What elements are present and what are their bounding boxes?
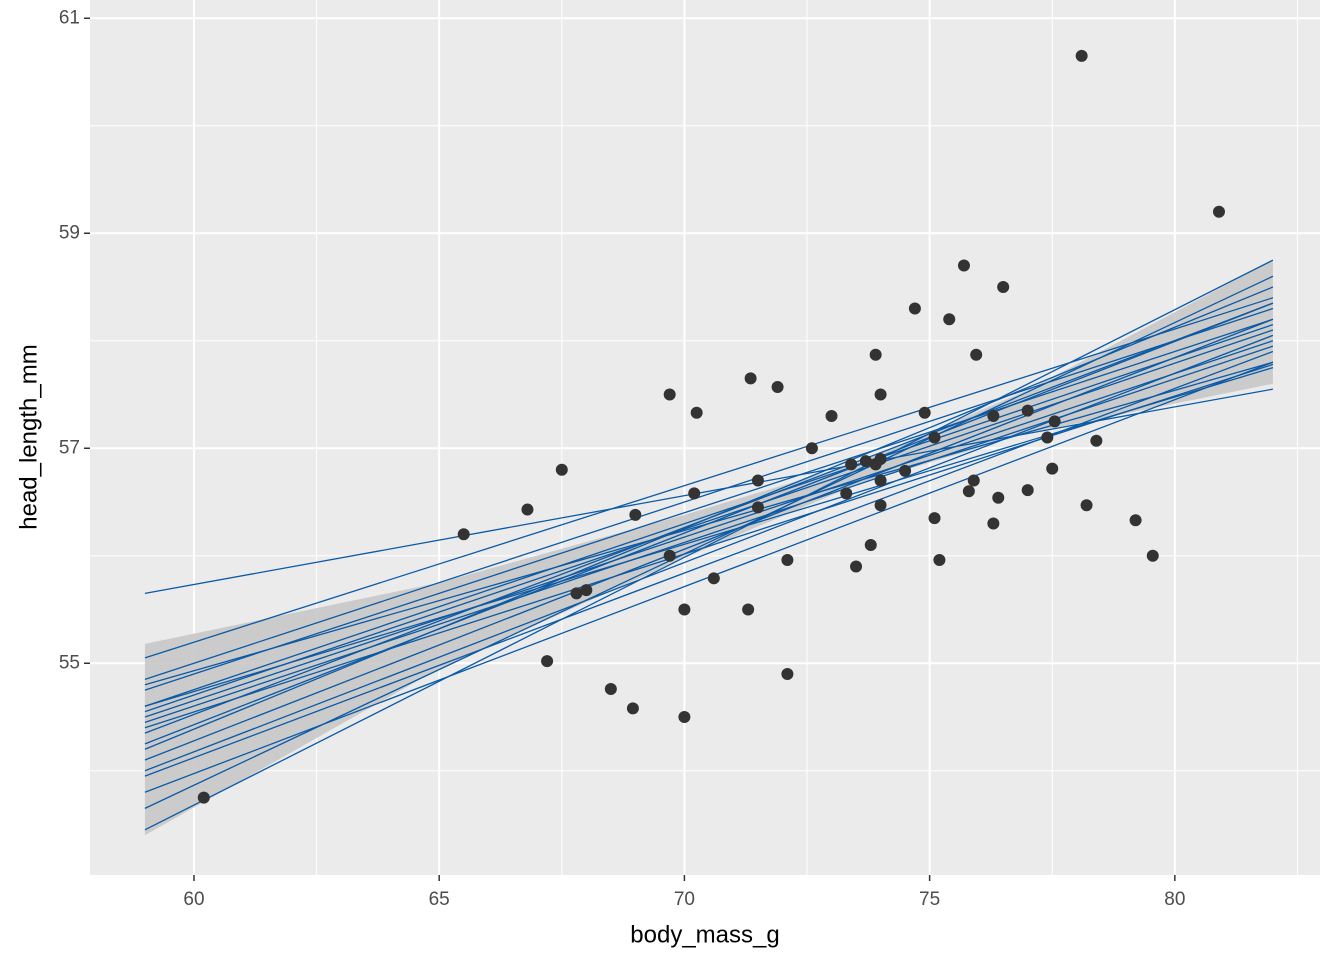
point [918,406,931,419]
point [869,348,882,361]
fit-line [144,334,1274,772]
point [1021,404,1034,417]
point [874,452,887,465]
fit-line [144,286,1274,750]
point [943,313,956,326]
point [825,410,838,423]
point [874,388,887,401]
fit-line [144,275,1274,809]
y-tick-label: 55 [59,652,80,673]
point [1041,431,1054,444]
point [1075,49,1088,62]
point [663,388,676,401]
point [1021,484,1034,497]
x-tick-label: 75 [919,889,940,910]
fit-line [144,363,1274,729]
point [933,554,946,567]
point [570,587,583,600]
fit-line [144,388,1274,595]
point [781,667,794,680]
point [751,501,764,514]
point [908,302,921,315]
point [957,259,970,272]
fit-line [144,329,1274,713]
point [555,463,568,476]
point [850,560,863,573]
fit-line [144,318,1274,691]
fit-line [144,361,1274,686]
point [580,584,593,597]
point [521,503,534,516]
point [688,487,701,500]
point [970,348,983,361]
fit-line [144,307,1274,680]
point [962,485,975,498]
fit-line [144,318,1274,761]
point [1090,434,1103,447]
point [1146,549,1159,562]
fit-line [144,340,1274,718]
point [604,683,617,696]
point [1080,499,1093,512]
point [967,474,980,487]
point [840,487,853,500]
y-tick-label: 57 [59,437,80,458]
fit-line [144,297,1274,659]
point [1046,462,1059,475]
x-tick-label: 70 [674,889,695,910]
point [690,406,703,419]
x-tick-label: 65 [429,889,450,910]
point [987,517,1000,530]
y-axis-title: head_length_mm [15,344,42,529]
point [457,528,470,541]
point [744,372,757,385]
x-tick-label: 80 [1164,889,1185,910]
point [928,512,941,525]
fit-line [144,367,1274,707]
x-tick-label: 60 [183,889,204,910]
point [928,431,941,444]
point [678,603,691,616]
point [751,474,764,487]
point [997,281,1010,294]
point [864,538,877,551]
fit-line [144,345,1274,723]
x-axis-title: body_mass_g [630,921,779,948]
point [707,572,720,585]
fit-line [144,259,1274,831]
fit-line [144,350,1274,777]
point [629,508,642,521]
point [663,549,676,562]
point [992,491,1005,504]
y-tick-label: 61 [59,7,80,28]
point [771,380,784,393]
point [1048,415,1061,428]
point [541,655,554,668]
point [678,710,691,723]
y-tick-label: 59 [59,222,80,243]
point [859,455,872,468]
point [874,499,887,512]
point [626,702,639,715]
point [781,554,794,567]
point [899,464,912,477]
point [845,458,858,471]
point [1129,514,1142,527]
point [874,474,887,487]
point [742,603,755,616]
point [805,442,818,455]
fit-line [144,324,1274,707]
point [1212,205,1225,218]
point [197,791,210,804]
point [987,410,1000,423]
